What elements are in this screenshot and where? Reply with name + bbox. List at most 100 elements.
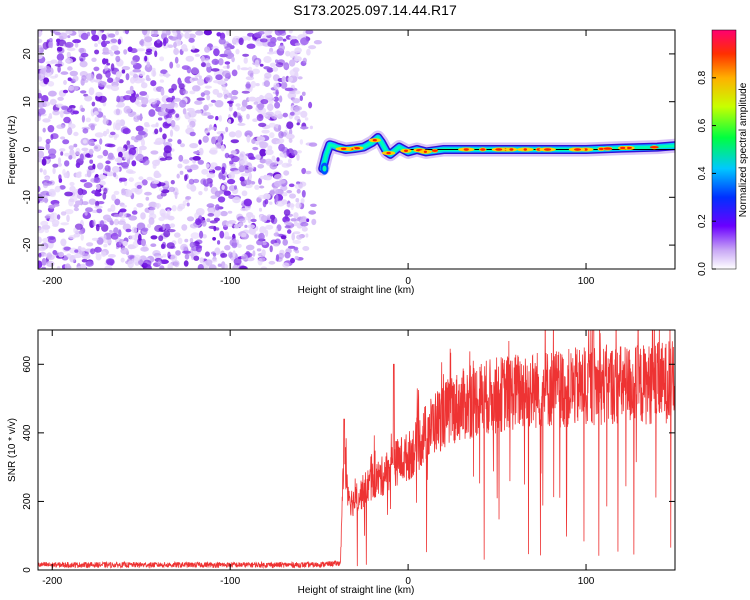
noise-dot — [258, 194, 267, 199]
track-peak — [423, 150, 427, 153]
noise-dot — [186, 107, 195, 112]
noise-dot — [132, 68, 142, 73]
noise-dot — [152, 104, 158, 109]
noise-dot — [163, 37, 169, 44]
noise-dot — [231, 89, 239, 96]
noise-dot — [110, 38, 118, 43]
noise-dot — [38, 260, 43, 269]
noise-dot — [56, 53, 65, 61]
noise-dot — [65, 59, 71, 63]
track-peak — [463, 148, 469, 151]
noise-dot — [136, 203, 144, 208]
noise-dot — [207, 115, 214, 120]
noise-dot — [184, 165, 191, 170]
noise-dot — [244, 130, 253, 138]
noise-dot — [232, 196, 241, 204]
noise-dot — [94, 132, 104, 138]
noise-dot — [181, 224, 188, 231]
noise-dot — [171, 83, 178, 91]
noise-dot — [152, 250, 161, 257]
noise-dot — [291, 149, 298, 156]
noise-dot — [198, 139, 202, 145]
noise-dot — [255, 140, 260, 146]
noise-dot — [63, 116, 71, 124]
noise-dot — [289, 111, 295, 116]
noise-dot — [74, 42, 79, 48]
noise-dot — [206, 172, 216, 179]
noise-dot — [263, 80, 270, 87]
noise-dot — [250, 80, 256, 88]
noise-dot — [138, 71, 146, 77]
noise-dot — [215, 142, 222, 149]
noise-dot — [54, 185, 61, 193]
noise-dot — [202, 234, 207, 239]
noise-dot — [194, 100, 203, 105]
noise-dot — [71, 85, 79, 91]
noise-dot — [141, 80, 145, 85]
noise-dot — [46, 252, 52, 260]
noise-dot — [182, 159, 190, 165]
noise-dot — [133, 254, 141, 262]
noise-dot — [167, 44, 174, 48]
noise-dot — [211, 68, 220, 72]
noise-dot — [160, 69, 168, 75]
noise-dot — [229, 160, 234, 165]
noise-dot — [95, 91, 103, 97]
noise-dot — [243, 57, 248, 64]
noise-dot — [113, 133, 120, 138]
noise-dot — [88, 148, 94, 155]
noise-dot — [139, 91, 148, 96]
noise-dot — [40, 220, 49, 227]
noise-dot — [269, 62, 277, 68]
noise-dot — [227, 220, 237, 225]
noise-dot — [115, 119, 122, 126]
noise-dot — [202, 179, 207, 186]
noise-dot — [150, 150, 159, 155]
noise-dot — [293, 231, 301, 235]
noise-dot — [265, 224, 274, 230]
noise-dot — [204, 46, 211, 53]
noise-dot — [140, 212, 146, 220]
noise-dot — [269, 245, 273, 253]
noise-dot — [225, 126, 229, 133]
noise-dot — [290, 203, 294, 211]
noise-dot — [78, 47, 85, 53]
noise-dot — [301, 190, 306, 198]
noise-dot — [90, 248, 96, 255]
noise-dot — [167, 229, 176, 233]
noise-dot — [64, 209, 74, 215]
noise-dot — [74, 223, 83, 230]
noise-dot — [56, 265, 61, 269]
noise-dot — [238, 116, 243, 123]
noise-dot — [231, 56, 235, 63]
noise-dot — [114, 50, 121, 55]
noise-dot — [308, 45, 317, 50]
noise-dot — [131, 226, 138, 234]
noise-dot — [146, 176, 153, 181]
noise-dot — [38, 236, 42, 244]
noise-dot — [105, 70, 111, 78]
noise-dot — [66, 214, 70, 223]
noise-dot — [83, 182, 93, 189]
noise-dot — [118, 229, 122, 238]
noise-dot — [200, 55, 205, 63]
noise-dot — [45, 142, 50, 151]
noise-dot — [115, 55, 121, 63]
noise-dot — [88, 139, 95, 146]
noise-dot — [98, 95, 107, 103]
noise-dot — [193, 255, 200, 261]
noise-dot — [202, 135, 209, 143]
noise-dot — [142, 158, 150, 166]
colorbar-tick-label: 0.2 — [697, 214, 708, 228]
noise-dot — [218, 172, 224, 180]
noise-dot — [237, 122, 246, 126]
noise-dot — [125, 228, 132, 233]
track-peak — [574, 148, 581, 151]
noise-dot — [87, 165, 95, 171]
noise-dot — [95, 183, 101, 190]
noise-dot — [267, 103, 274, 111]
noise-dot — [155, 159, 160, 164]
noise-dot — [170, 180, 175, 185]
noise-dot — [282, 216, 290, 223]
noise-dot — [282, 38, 287, 42]
